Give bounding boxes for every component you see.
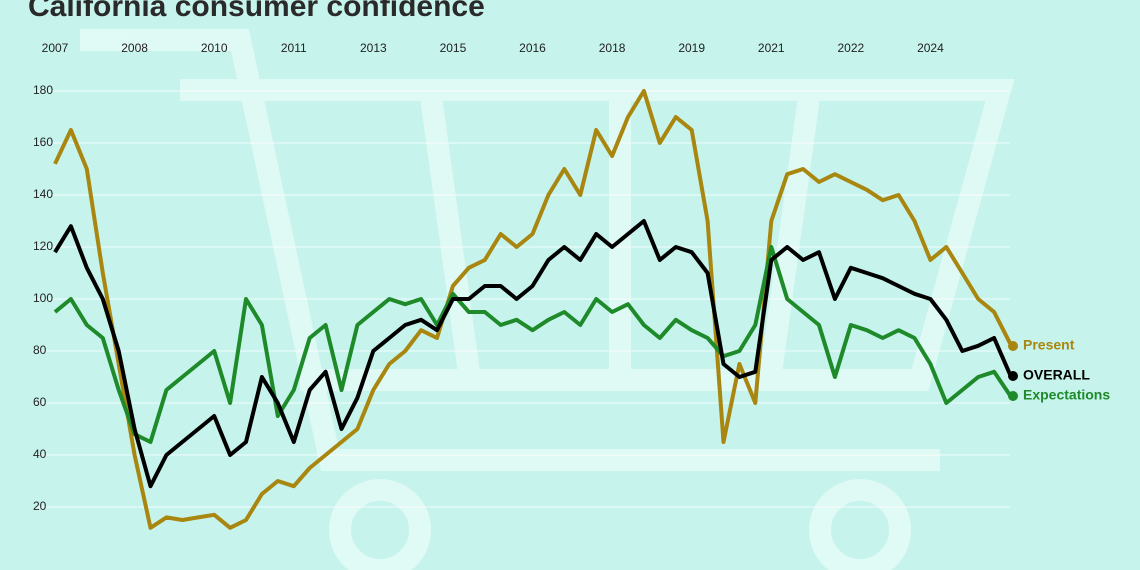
y-tick-label: 20 [33,499,47,513]
x-tick-label: 2016 [519,41,546,55]
y-tick-label: 180 [33,83,53,97]
legend-label: Expectations [1023,387,1110,403]
x-tick-label: 2021 [758,41,785,55]
series-line [53,89,1012,530]
x-tick-label: 2011 [281,41,307,55]
x-tick-label: 2024 [917,41,944,55]
x-tick-label: 2007 [42,41,69,55]
x-tick-label: 2013 [360,41,387,55]
x-tick-label: 2022 [837,41,864,55]
legend-label: Present [1023,337,1075,353]
series-line [53,245,1012,444]
x-tick-label: 2010 [201,41,228,55]
y-tick-label: 160 [33,135,53,149]
y-tick-label: 120 [33,239,53,253]
legend-dot [1008,371,1018,381]
x-tick-label: 2015 [440,41,467,55]
x-tick-label: 2018 [599,41,626,55]
legend-dot [1008,341,1018,351]
y-tick-label: 140 [33,187,53,201]
legend-dot [1008,391,1018,401]
chart-title: California consumer confidence [28,0,485,23]
y-tick-label: 80 [33,343,47,357]
x-tick-label: 2019 [678,41,705,55]
x-tick-label: 2008 [121,41,148,55]
y-tick-label: 40 [33,447,47,461]
y-tick-label: 60 [33,395,47,409]
series-line [53,219,1012,489]
y-tick-label: 100 [33,291,53,305]
legend-label: OVERALL [1023,367,1090,383]
